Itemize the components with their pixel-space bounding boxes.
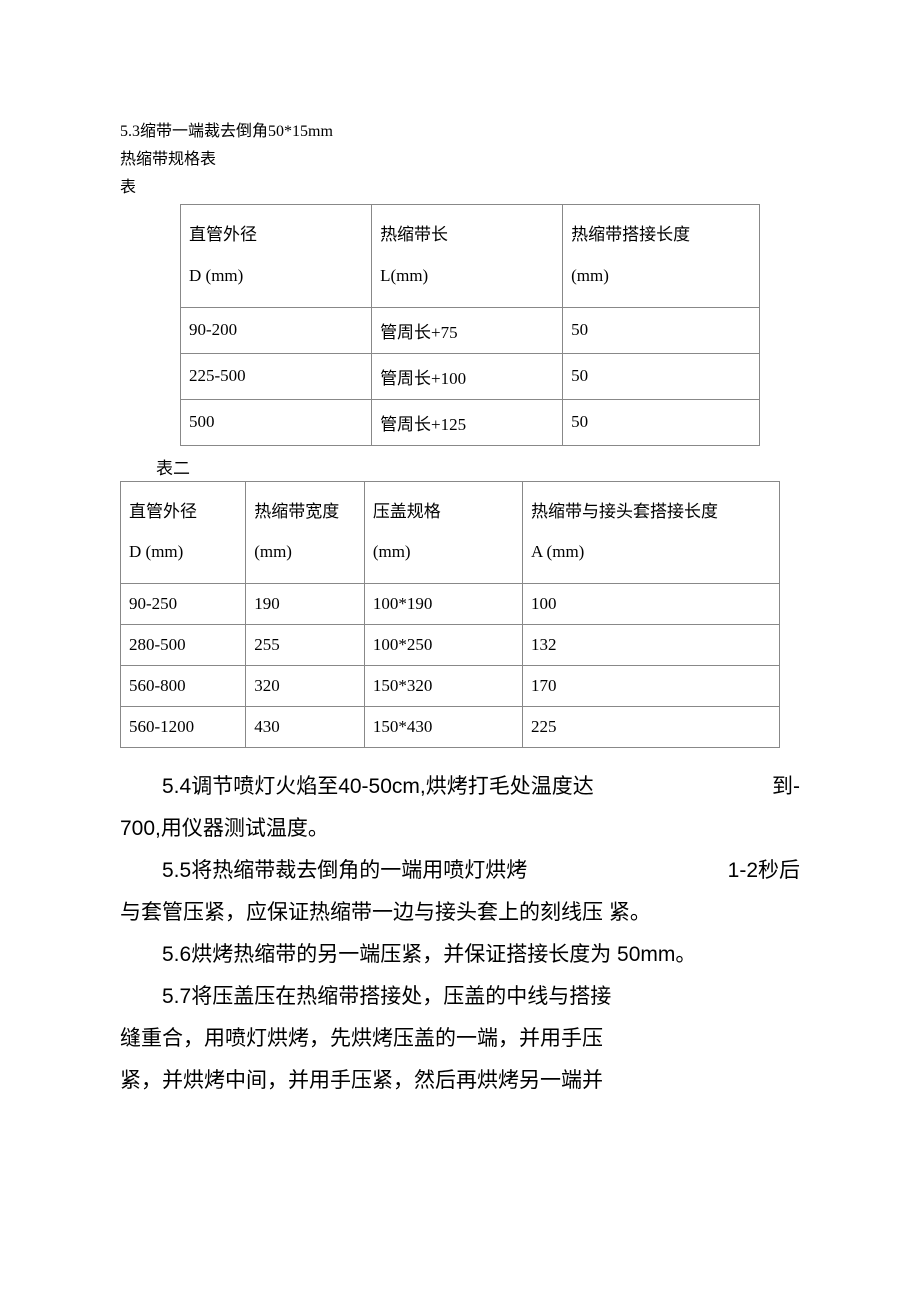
cell: 560-1200 (121, 707, 246, 748)
t1-h2: 热缩带长 L(mm) (372, 205, 563, 308)
cell: 132 (522, 625, 779, 666)
intro-line-3: 表 (120, 176, 800, 200)
t1-h1b: D (mm) (189, 266, 243, 285)
table-row: 560-1200 430 150*430 225 (121, 707, 780, 748)
t2-h4b: A (mm) (531, 542, 584, 561)
t2-h3: 压盖规格 (mm) (364, 481, 522, 584)
table-header-row: 直管外径 D (mm) 热缩带宽度 (mm) 压盖规格 (mm) 热缩带与接头套搭接… (121, 481, 780, 584)
cell: 190 (246, 584, 365, 625)
table-row: 225-500 管周长+100 50 (181, 353, 760, 399)
spec-table-1: 直管外径 D (mm) 热缩带长 L(mm) 热缩带搭接长度 (mm) 90-200… (180, 204, 760, 446)
t2-h1b: D (mm) (129, 542, 183, 561)
para-5-7-line-2: 缝重合，用喷灯烘烤，先烘烤压盖的一端，并用手压 (120, 1018, 800, 1060)
p54a-right: 到- (772, 766, 800, 808)
cell: 90-200 (181, 307, 372, 353)
cell: 管周长+125 (372, 399, 563, 445)
p54a-left: 5.4调节喷灯火焰至40-50cm,烘烤打毛处温度达 (120, 766, 594, 808)
cell: 100*250 (364, 625, 522, 666)
para-5-7-line-3: 紧，并烘烤中间，并用手压紧，然后再烘烤另一端并 (120, 1060, 800, 1102)
cell: 430 (246, 707, 365, 748)
t2-h4: 热缩带与接头套搭接长度 A (mm) (522, 481, 779, 584)
spec-table-2: 直管外径 D (mm) 热缩带宽度 (mm) 压盖规格 (mm) 热缩带与接头套搭接… (120, 481, 780, 749)
t1-h2a: 热缩带长 (380, 225, 448, 244)
intro-line-2: 热缩带规格表 (120, 148, 800, 172)
t2-h3a: 压盖规格 (373, 502, 441, 521)
cell: 280-500 (121, 625, 246, 666)
cell: 560-800 (121, 666, 246, 707)
p55a-right: 1-2秒后 (728, 850, 800, 892)
t2-h4a: 热缩带与接头套搭接长度 (531, 502, 718, 521)
t1-h3b: (mm) (571, 266, 609, 285)
para-5-5-line-2: 与套管压紧，应保证热缩带一边与接头套上的刻线压 紧。 (120, 892, 800, 934)
p55a-left: 5.5将热缩带裁去倒角的一端用喷灯烘烤 (120, 850, 527, 892)
cell: 50 (563, 307, 760, 353)
cell: 150*320 (364, 666, 522, 707)
cell: 225 (522, 707, 779, 748)
table-header-row: 直管外径 D (mm) 热缩带长 L(mm) 热缩带搭接长度 (mm) (181, 205, 760, 308)
para-5-5-line-1: 5.5将热缩带裁去倒角的一端用喷灯烘烤 1-2秒后 (120, 850, 800, 892)
t1-h1a: 直管外径 (189, 225, 257, 244)
intro-line-1: 5.3缩带一端裁去倒角50*15mm (120, 120, 800, 144)
t1-h3a: 热缩带搭接长度 (571, 225, 690, 244)
table-row: 90-250 190 100*190 100 (121, 584, 780, 625)
cell: 255 (246, 625, 365, 666)
t2-h2a: 热缩带宽度 (254, 502, 339, 521)
cell: 320 (246, 666, 365, 707)
t2-h2b: (mm) (254, 542, 292, 561)
table-row: 560-800 320 150*320 170 (121, 666, 780, 707)
cell: 管周长+75 (372, 307, 563, 353)
cell: 100 (522, 584, 779, 625)
body-paragraphs: 5.4调节喷灯火焰至40-50cm,烘烤打毛处温度达 到- 700,用仪器测试温… (120, 766, 800, 1102)
cell: 管周长+100 (372, 353, 563, 399)
cell: 50 (563, 353, 760, 399)
t1-h2b: L(mm) (380, 266, 428, 285)
t2-h1a: 直管外径 (129, 502, 197, 521)
para-5-6: 5.6烘烤热缩带的另一端压紧，并保证搭接长度为 50mm。 (120, 934, 800, 976)
t2-h1: 直管外径 D (mm) (121, 481, 246, 584)
cell: 500 (181, 399, 372, 445)
table-row: 90-200 管周长+75 50 (181, 307, 760, 353)
table-row: 280-500 255 100*250 132 (121, 625, 780, 666)
cell: 90-250 (121, 584, 246, 625)
table-2-label: 表二 (156, 454, 800, 479)
para-5-4-line-2: 700,用仪器测试温度。 (120, 808, 800, 850)
cell: 150*430 (364, 707, 522, 748)
cell: 225-500 (181, 353, 372, 399)
cell: 170 (522, 666, 779, 707)
t1-h1: 直管外径 D (mm) (181, 205, 372, 308)
para-5-4-line-1: 5.4调节喷灯火焰至40-50cm,烘烤打毛处温度达 到- (120, 766, 800, 808)
t1-h3: 热缩带搭接长度 (mm) (563, 205, 760, 308)
cell: 100*190 (364, 584, 522, 625)
cell: 50 (563, 399, 760, 445)
para-5-7-line-1: 5.7将压盖压在热缩带搭接处，压盖的中线与搭接 (120, 976, 800, 1018)
table-row: 500 管周长+125 50 (181, 399, 760, 445)
t2-h3b: (mm) (373, 542, 411, 561)
t2-h2: 热缩带宽度 (mm) (246, 481, 365, 584)
